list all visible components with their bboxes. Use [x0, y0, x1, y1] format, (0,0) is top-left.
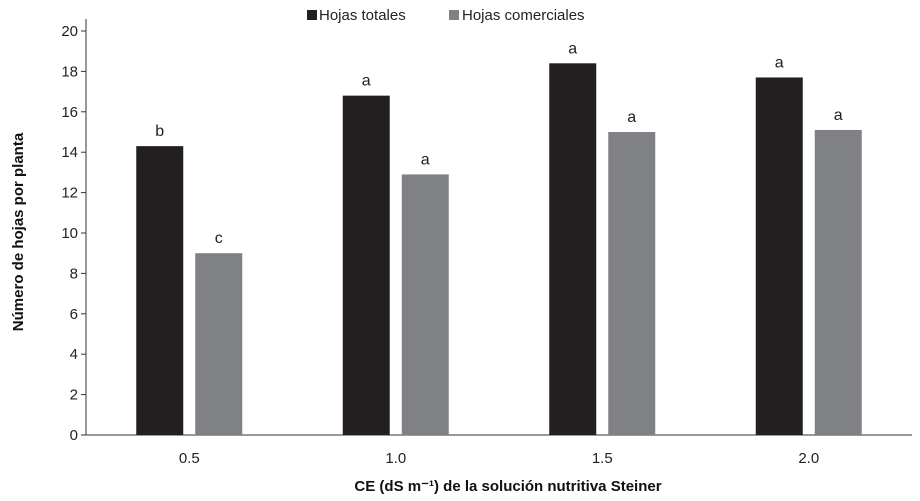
y-tick-label: 4: [70, 346, 78, 363]
bar-significance-label: c: [215, 230, 223, 247]
bar-significance-label: a: [834, 107, 843, 124]
bar-significance-label: a: [775, 54, 784, 71]
y-tick-label: 2: [70, 387, 78, 404]
bar-hojas-comerciales: [608, 132, 656, 435]
bar-significance-label: a: [568, 40, 577, 57]
x-tick-label: 2.0: [798, 450, 819, 467]
bar-significance-label: b: [155, 123, 164, 140]
bars: [136, 63, 862, 436]
bar-hojas-comerciales: [195, 253, 243, 435]
x-tick-label: 1.5: [592, 450, 613, 467]
y-tick-label: 20: [61, 23, 78, 40]
x-tick-label: 1.0: [385, 450, 406, 467]
bar-labels: b c a a a a a a: [155, 40, 843, 247]
legend-label-hojas-totales: Hojas totales: [319, 7, 406, 24]
bar-hojas-totales: [136, 146, 184, 435]
bar-hojas-totales: [549, 63, 597, 435]
bar-hojas-totales: [755, 77, 803, 436]
bar-hojas-comerciales: [401, 174, 449, 436]
y-tick-label: 8: [70, 265, 78, 282]
legend: Hojas totales Hojas comerciales: [307, 7, 585, 24]
legend-swatch-hojas-comerciales: [449, 10, 459, 20]
bar-hojas-totales: [342, 95, 390, 435]
x-tick-label: 0.5: [179, 450, 200, 467]
x-axis: 0.5 1.0 1.5 2.0: [86, 434, 912, 467]
y-tick-label: 6: [70, 306, 78, 323]
y-tick-label: 10: [61, 225, 78, 242]
y-tick-label: 14: [61, 144, 78, 161]
y-tick-label: 12: [61, 185, 78, 202]
y-axis: 0 2 4 6 8 10 12 14 16 18 20: [61, 19, 87, 444]
bar-significance-label: a: [627, 109, 636, 126]
y-tick-label: 16: [61, 104, 78, 121]
legend-swatch-hojas-totales: [307, 10, 317, 20]
y-axis-title: Número de hojas por planta: [10, 132, 27, 331]
y-tick-label: 18: [61, 63, 78, 80]
y-tick-label: 0: [70, 427, 78, 444]
bar-significance-label: a: [362, 73, 371, 90]
bar-significance-label: a: [421, 151, 430, 168]
legend-label-hojas-comerciales: Hojas comerciales: [462, 7, 585, 24]
bar-hojas-comerciales: [814, 129, 862, 436]
x-axis-title: CE (dS m⁻¹) de la solución nutritiva Ste…: [354, 478, 661, 495]
